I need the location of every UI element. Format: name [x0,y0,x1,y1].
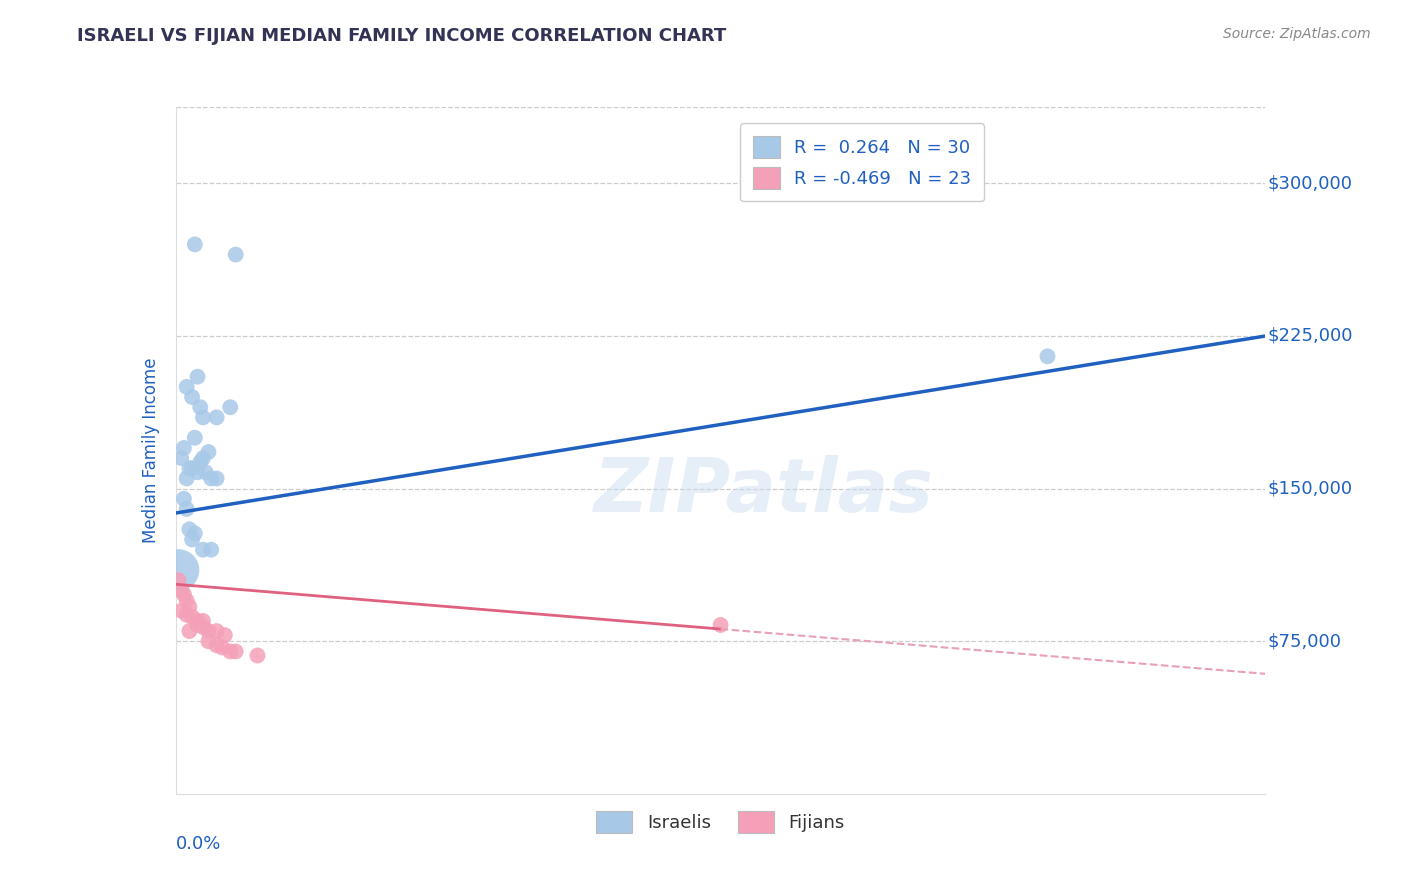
Point [184,431,207,445]
Text: ZIPatlas: ZIPatlas [595,455,934,528]
Point [176,607,198,622]
Point [219,644,242,658]
Point [186,618,209,632]
Point [181,610,204,624]
Point [184,526,207,541]
Point [219,401,242,415]
Point [200,542,222,557]
Point [214,628,236,642]
Point [186,466,209,480]
Point [205,638,228,652]
Point [173,491,195,506]
Point [176,502,198,516]
Point [181,461,204,475]
Point [170,604,193,618]
Point [179,461,201,475]
Point [191,620,214,634]
Point [179,624,201,638]
Point [167,563,190,577]
Point [205,624,228,638]
Point [191,614,214,628]
Text: $300,000: $300,000 [1268,174,1353,193]
Point [197,634,219,648]
Point [176,380,198,394]
Point [176,593,198,607]
Text: $150,000: $150,000 [1268,480,1353,498]
Point [191,410,214,425]
Point [181,390,204,404]
Text: Source: ZipAtlas.com: Source: ZipAtlas.com [1223,27,1371,41]
Point [186,369,209,384]
Point [205,471,228,485]
Text: $75,000: $75,000 [1268,632,1341,650]
Point [173,587,195,601]
Point [176,471,198,485]
Point [191,542,214,557]
Point [191,451,214,466]
Text: ISRAELI VS FIJIAN MEDIAN FAMILY INCOME CORRELATION CHART: ISRAELI VS FIJIAN MEDIAN FAMILY INCOME C… [77,27,727,45]
Point [184,237,207,252]
Point [188,455,211,469]
Text: $225,000: $225,000 [1268,327,1353,345]
Point [170,583,193,598]
Point [179,522,201,536]
Point [225,644,247,658]
Point [246,648,269,663]
Point [167,573,190,587]
Point [197,445,219,459]
Point [173,441,195,455]
Point [225,247,247,261]
Point [186,614,209,628]
Point [211,640,233,655]
Point [200,471,222,485]
Point [710,618,733,632]
Point [179,599,201,614]
Text: 0.0%: 0.0% [176,835,221,853]
Point [205,410,228,425]
Legend: Israelis, Fijians: Israelis, Fijians [589,804,852,839]
Point [194,466,217,480]
Point [181,533,204,547]
Point [188,401,211,415]
Point [197,624,219,638]
Point [170,451,193,466]
Point [1036,349,1059,363]
Y-axis label: Median Family Income: Median Family Income [142,358,160,543]
